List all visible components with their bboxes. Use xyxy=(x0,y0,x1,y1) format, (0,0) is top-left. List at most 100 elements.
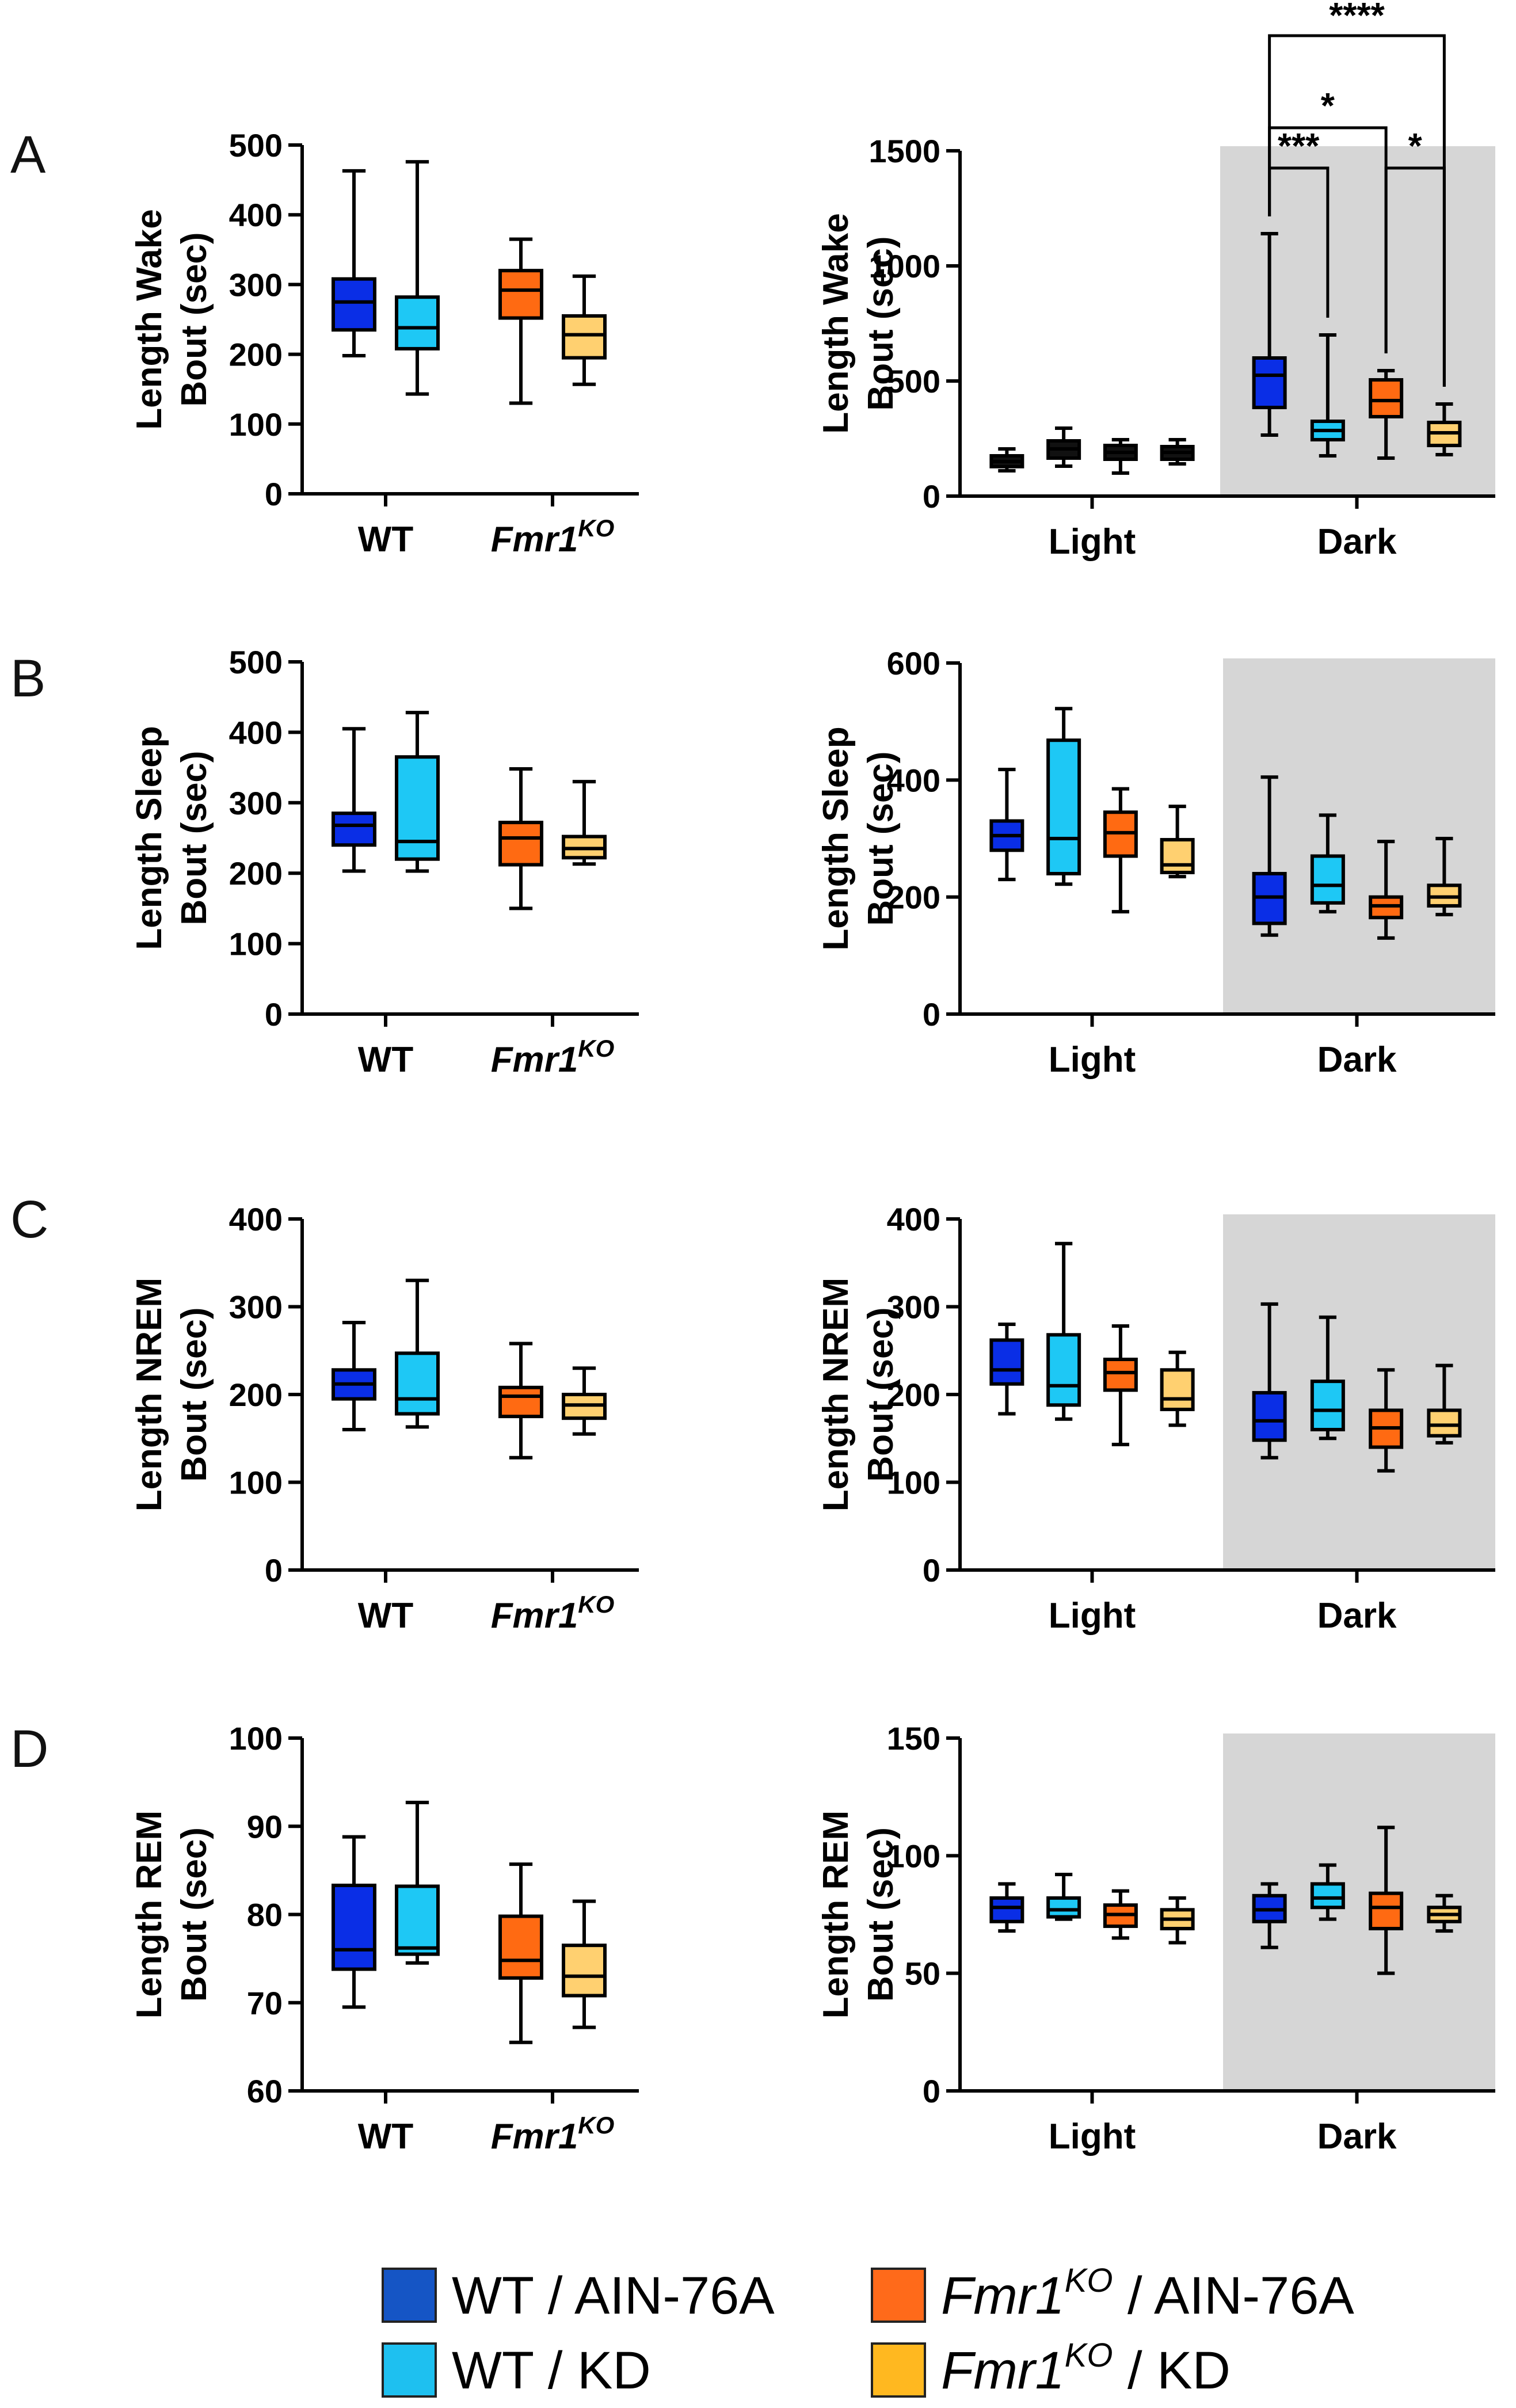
y-tick-label: 300 xyxy=(229,785,283,821)
y-axis-label: Length NREM xyxy=(129,1278,169,1511)
box-fmr1ko-fmr1ko-kd xyxy=(562,274,607,386)
panel-letters: A B C D xyxy=(10,125,48,1778)
charts-layer: 0 100 200 300 400 500 Length Wake Bout (sec) WT F… xyxy=(129,0,1495,2156)
box-iqr xyxy=(562,314,607,360)
significance-label: **** xyxy=(1329,0,1385,36)
box-wt-wt-ain-76a xyxy=(332,169,376,358)
box-iqr xyxy=(332,811,376,847)
box-iqr xyxy=(1310,1380,1345,1431)
box-wt-wt-kd xyxy=(395,1278,440,1429)
x-category-gene: Fmr1 xyxy=(491,1040,578,1080)
box-iqr xyxy=(395,295,440,350)
box-iqr xyxy=(989,1896,1024,1923)
x-category-label: WT xyxy=(358,1040,414,1080)
legend-label-ko-kd-rest: / KD xyxy=(1113,2341,1230,2400)
x-category-label: Fmr1KO xyxy=(491,515,615,559)
legend: WT / AIN-76A Fmr1KO / AIN-76A WT / KD Fm… xyxy=(382,2262,1354,2400)
box-iqr xyxy=(498,1914,543,1980)
box-fmr1ko-fmr1ko-ain-76a xyxy=(498,1862,543,2044)
box-dark-wt-ain-76a xyxy=(1252,775,1287,937)
chart-c-right: 0 100 200 300 400 Length NREM Bout (sec) Light D… xyxy=(816,1201,1495,1636)
y-tick-label: 200 xyxy=(229,855,283,891)
y-tick-label: 0 xyxy=(923,2073,940,2109)
box-light-fmr1ko-ain-76a xyxy=(1103,1324,1138,1446)
y-axis-label: Length REM xyxy=(816,1811,856,2019)
panel-letter-b: B xyxy=(10,649,45,708)
legend-label-ko-kd: Fmr1KO / KD xyxy=(941,2337,1231,2400)
y-axis-label: Length NREM xyxy=(816,1278,856,1511)
box-iqr xyxy=(1252,356,1287,409)
y-tick-label: 1000 xyxy=(869,248,940,284)
box-light-wt-kd xyxy=(1046,707,1081,886)
box-iqr xyxy=(1310,854,1345,905)
panel-letter-c: C xyxy=(10,1190,48,1249)
y-tick-label: 0 xyxy=(923,1552,940,1588)
x-category-label: Dark xyxy=(1317,2117,1397,2156)
y-tick-label: 0 xyxy=(265,476,283,512)
y-tick-label: 400 xyxy=(229,714,283,750)
box-iqr xyxy=(498,269,543,320)
chart-a-left: 0 100 200 300 400 500 Length Wake Bout (sec) WT F… xyxy=(129,127,639,559)
box-dark-fmr1ko-kd xyxy=(1427,1363,1462,1445)
y-tick-label: 400 xyxy=(887,762,940,798)
y-tick-label: 100 xyxy=(229,406,283,443)
chart-c-left: 0 100 200 300 400 Length NREM Bout (sec) WT Fmr1… xyxy=(129,1201,639,1636)
chart-b-right: 0 200 400 600 Length Sleep Bout (sec) Light Dar… xyxy=(816,645,1495,1080)
box-fmr1ko-fmr1ko-ain-76a xyxy=(498,237,543,405)
y-tick-label: 500 xyxy=(887,363,940,399)
y-tick-label: 0 xyxy=(923,478,940,515)
x-category-sup: KO xyxy=(578,515,614,542)
box-iqr xyxy=(395,755,440,861)
y-tick-label: 100 xyxy=(229,926,283,962)
y-tick-label: 300 xyxy=(229,1289,283,1325)
box-wt-wt-kd xyxy=(395,711,440,873)
y-axis-label: Bout (sec) xyxy=(861,236,901,410)
y-tick-label: 0 xyxy=(265,1552,283,1588)
y-tick-label: 600 xyxy=(887,645,940,681)
box-dark-fmr1ko-ain-76a xyxy=(1369,840,1404,940)
box-wt-wt-ain-76a xyxy=(332,1835,376,2009)
box-fmr1ko-fmr1ko-kd xyxy=(562,780,607,866)
box-fmr1ko-fmr1ko-kd xyxy=(562,1899,607,2029)
box-iqr xyxy=(1369,1891,1404,1931)
x-category-label: Fmr1KO xyxy=(491,1591,615,1636)
box-iqr xyxy=(1103,1358,1138,1392)
box-iqr xyxy=(395,1351,440,1416)
box-light-wt-ain-76a xyxy=(989,1323,1024,1416)
legend-label-wt-kd: WT / KD xyxy=(452,2341,651,2400)
legend-label-ko-kd-gene: Fmr1 xyxy=(941,2341,1065,2400)
x-category-gene: Fmr1 xyxy=(491,2117,578,2156)
x-category-label: Fmr1KO xyxy=(491,1035,615,1080)
box-iqr xyxy=(332,1883,376,1971)
box-dark-fmr1ko-kd xyxy=(1427,837,1462,917)
box-iqr xyxy=(498,821,543,867)
box-light-wt-kd xyxy=(1046,426,1081,468)
box-dark-wt-kd xyxy=(1310,1315,1345,1441)
chart-a-right: 0 500 1000 1500 Length Wake Bout (sec) Light Da… xyxy=(816,0,1495,562)
box-wt-wt-kd xyxy=(395,160,440,396)
significance-label: * xyxy=(1408,127,1423,166)
box-light-fmr1ko-kd xyxy=(1160,1350,1195,1427)
box-light-wt-ain-76a xyxy=(989,1882,1024,1933)
box-light-fmr1ko-kd xyxy=(1160,438,1195,466)
box-iqr xyxy=(1046,1333,1081,1407)
legend-label-ko-ain-gene: Fmr1 xyxy=(941,2266,1065,2325)
y-tick-label: 300 xyxy=(229,266,283,303)
y-axis-label: Length Sleep xyxy=(129,726,169,950)
legend-label-ko-ain-rest: / AIN-76A xyxy=(1113,2266,1354,2325)
x-category-label: WT xyxy=(358,1596,414,1636)
y-axis-label: Length Wake xyxy=(816,213,856,434)
box-iqr xyxy=(1369,378,1404,418)
legend-swatch-wt-kd xyxy=(382,2342,437,2398)
x-category-label: WT xyxy=(358,520,414,559)
box-dark-wt-kd xyxy=(1310,813,1345,914)
y-tick-label: 100 xyxy=(887,1465,940,1501)
x-category-sup: KO xyxy=(578,1035,614,1062)
x-category-label: Dark xyxy=(1317,1040,1397,1080)
y-tick-label: 200 xyxy=(229,337,283,373)
x-category-gene: Fmr1 xyxy=(491,520,578,559)
y-tick-label: 400 xyxy=(887,1201,940,1237)
legend-swatch-ko-kd xyxy=(871,2342,926,2398)
panel-letter-d: D xyxy=(10,1720,48,1778)
